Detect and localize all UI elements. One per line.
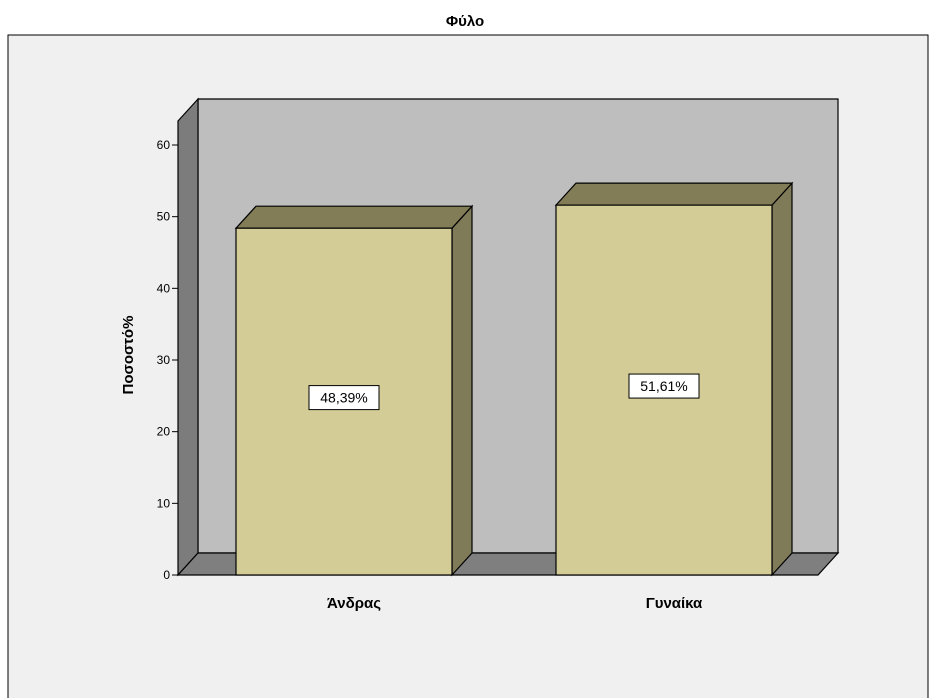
x-category-label: Άνδρας (327, 595, 381, 612)
y-axis: 0 10 20 30 40 50 60 (157, 138, 179, 582)
data-label-text: 48,39% (320, 390, 367, 406)
y-tick-label: 30 (157, 353, 171, 367)
bar-side-face (771, 181, 793, 577)
y-tick-label: 60 (157, 138, 171, 152)
chart-title: Φύλο (446, 13, 484, 30)
bar-side-face (451, 204, 473, 577)
data-label: 51,61% (628, 373, 700, 399)
data-label-text: 51,61% (640, 378, 687, 394)
x-axis-categories: Άνδρας Γυναίκα (327, 595, 703, 612)
bar-top-face (554, 182, 794, 206)
data-label: 48,39% (308, 385, 380, 411)
data-label-box (628, 373, 700, 399)
left-wall (177, 97, 199, 577)
y-tick-label: 10 (157, 496, 171, 510)
bar-top-face (234, 205, 474, 229)
x-category-label: Γυναίκα (646, 595, 703, 612)
y-axis-label: Ποσοστό% (120, 316, 137, 395)
y-tick-label: 0 (163, 568, 170, 582)
y-tick-label: 20 (157, 425, 171, 439)
data-label-box (308, 385, 380, 411)
y-tick-label: 50 (157, 210, 171, 224)
data-labels: 48,39% 51,61% (308, 373, 700, 411)
y-tick-label: 40 (157, 281, 171, 295)
